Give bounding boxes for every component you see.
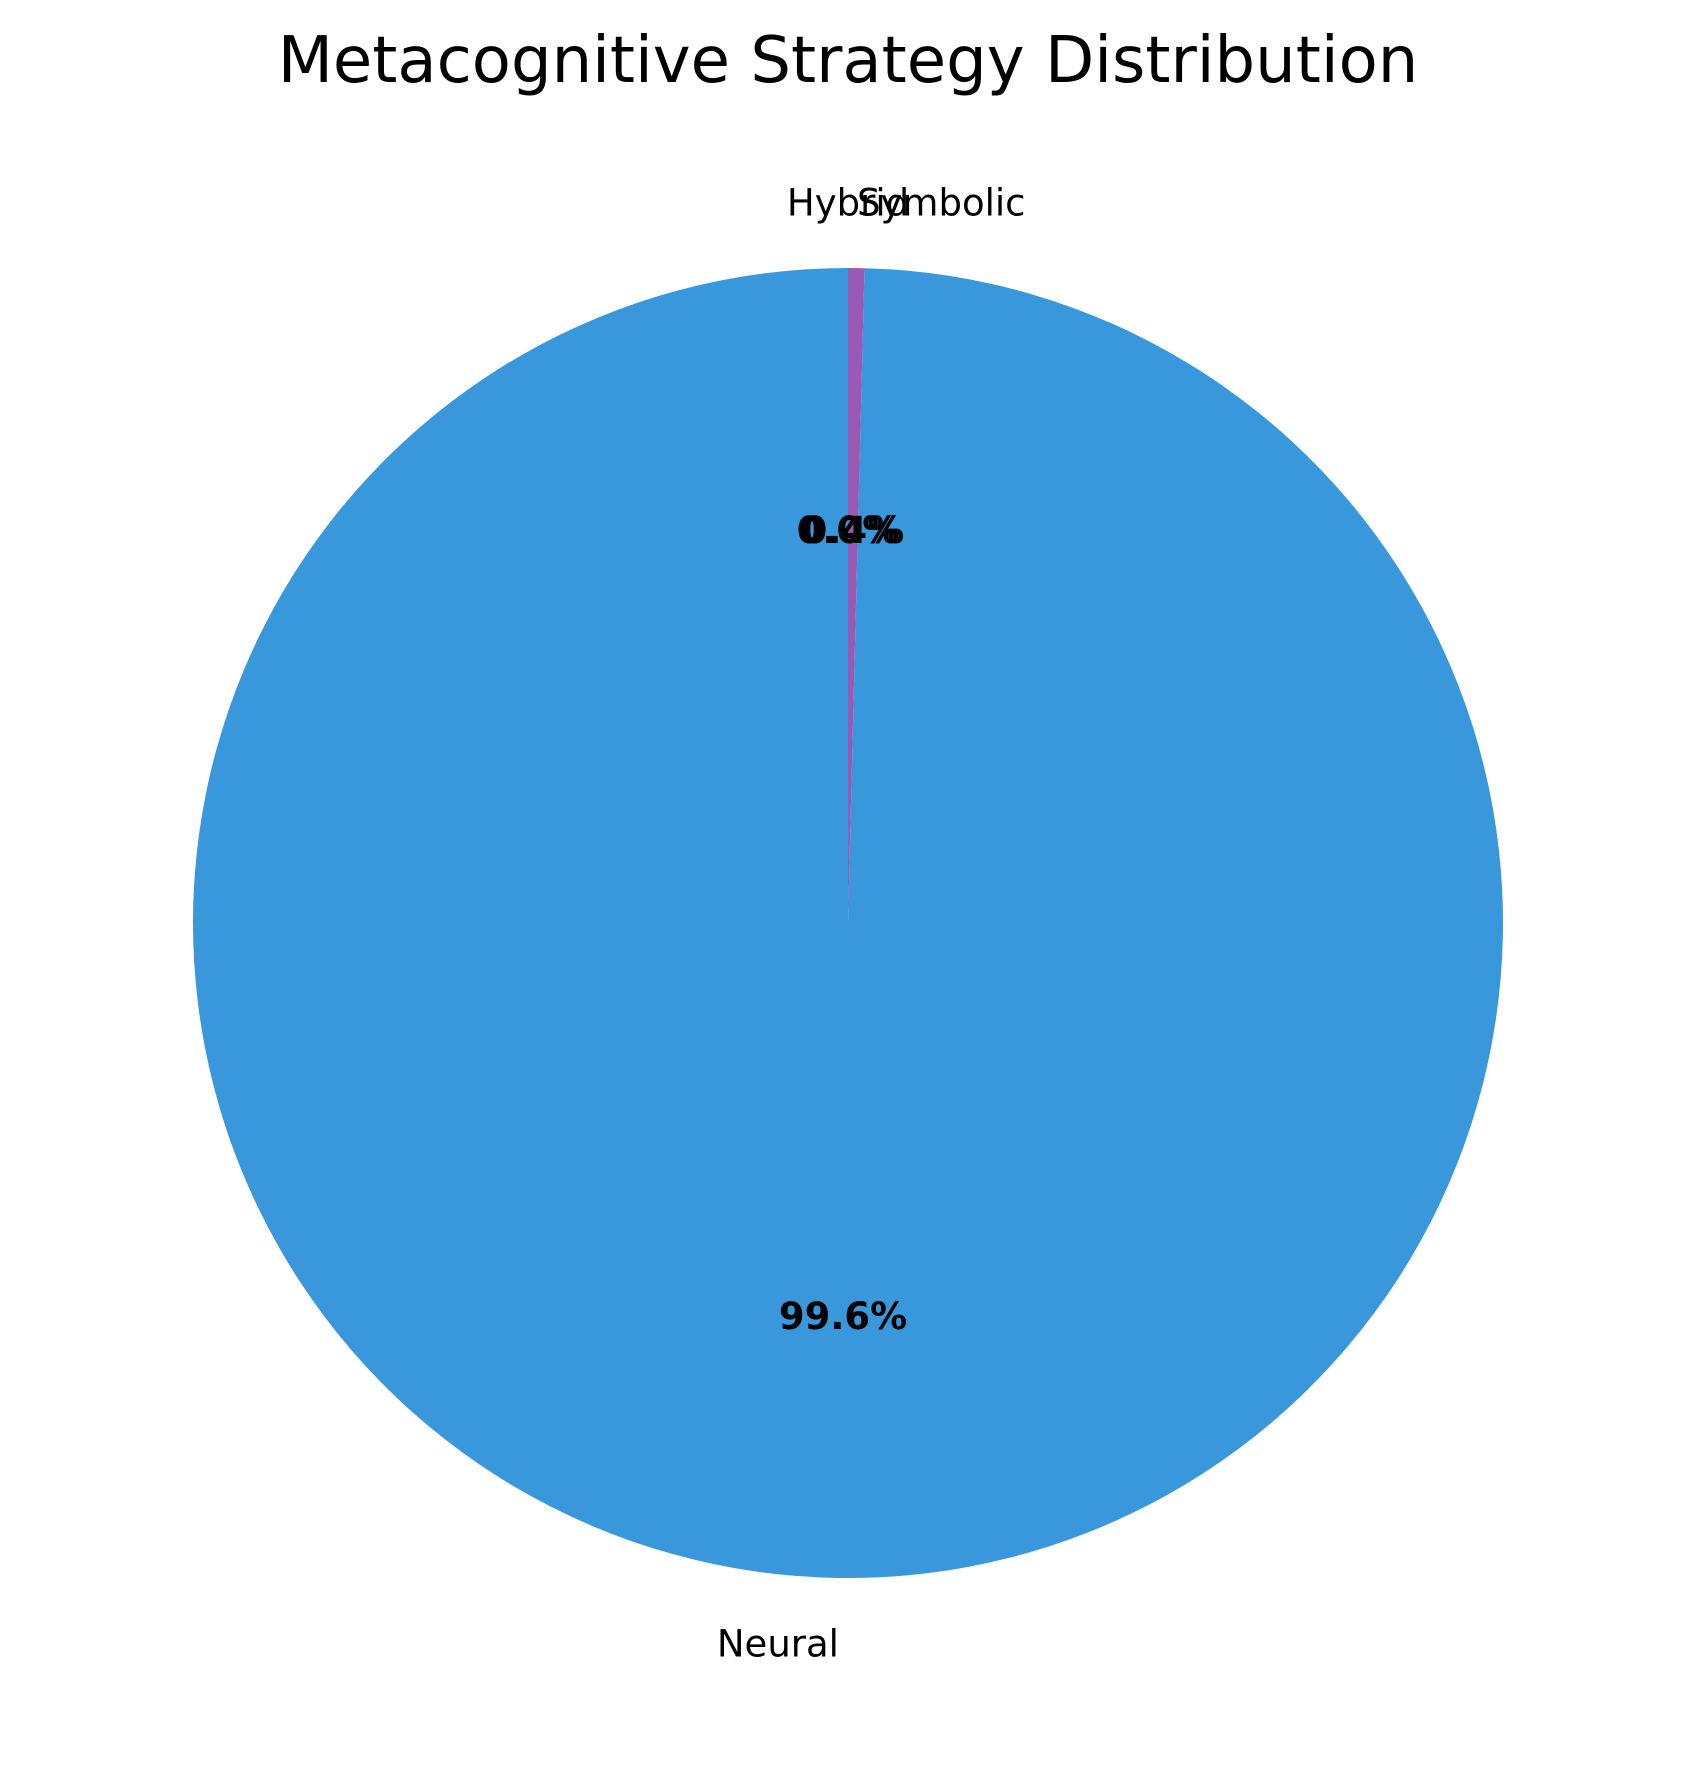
- slice-percent-neural: 99.6%: [779, 1295, 907, 1338]
- slice-percent-hybrid: 0.0%: [797, 509, 900, 552]
- slice-label-neural: Neural: [717, 1622, 839, 1665]
- pie-labels: Neural 99.6% Symbolic 0.4% Hybrid 0.0%: [717, 182, 1026, 1666]
- slice-label-symbolic: Symbolic: [857, 182, 1025, 225]
- pie-slice-symbolic: [848, 268, 865, 923]
- pie-slices: [193, 268, 1504, 1579]
- pie-slice-neural: [193, 268, 1504, 1579]
- slice-label-hybrid: Hybrid: [787, 182, 909, 225]
- slice-percent-symbolic: 0.4%: [802, 509, 905, 552]
- chart-title: Metacognitive Strategy Distribution: [278, 24, 1419, 98]
